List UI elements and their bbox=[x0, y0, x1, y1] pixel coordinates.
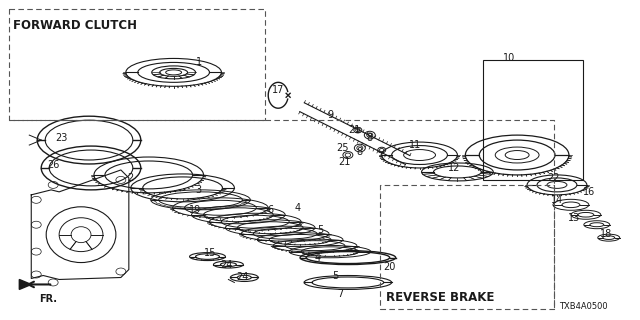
Text: 21: 21 bbox=[349, 125, 361, 135]
Text: 5: 5 bbox=[317, 225, 323, 235]
Text: 25: 25 bbox=[337, 143, 349, 153]
Text: 24: 24 bbox=[236, 273, 248, 283]
Text: 4: 4 bbox=[295, 203, 301, 213]
Text: 18: 18 bbox=[600, 229, 612, 239]
Polygon shape bbox=[19, 279, 31, 289]
Text: 5: 5 bbox=[332, 271, 338, 282]
Text: 24: 24 bbox=[220, 260, 232, 269]
Text: 10: 10 bbox=[503, 53, 515, 63]
Text: 17: 17 bbox=[272, 85, 284, 95]
Text: FR.: FR. bbox=[39, 294, 57, 304]
Text: FORWARD CLUTCH: FORWARD CLUTCH bbox=[13, 19, 138, 32]
Text: 6: 6 bbox=[267, 205, 273, 215]
Text: 19: 19 bbox=[189, 205, 202, 215]
Bar bbox=[483, 60, 583, 180]
Text: 3: 3 bbox=[195, 185, 202, 195]
Text: 8: 8 bbox=[367, 133, 373, 143]
Text: 13: 13 bbox=[568, 213, 580, 223]
Text: 1: 1 bbox=[195, 57, 202, 68]
Text: 23: 23 bbox=[55, 133, 67, 143]
Text: 20: 20 bbox=[383, 261, 396, 272]
Text: 4: 4 bbox=[315, 252, 321, 263]
Text: 21: 21 bbox=[339, 157, 351, 167]
Text: 22: 22 bbox=[548, 173, 560, 183]
Text: REVERSE BRAKE: REVERSE BRAKE bbox=[386, 292, 494, 304]
Text: 2: 2 bbox=[128, 173, 134, 183]
Text: 8: 8 bbox=[356, 147, 363, 157]
Text: TXB4A0500: TXB4A0500 bbox=[559, 302, 607, 311]
Text: 14: 14 bbox=[551, 195, 563, 205]
Text: 16: 16 bbox=[582, 187, 595, 197]
Text: 12: 12 bbox=[448, 163, 461, 173]
Text: 11: 11 bbox=[408, 140, 420, 150]
Text: 7: 7 bbox=[337, 289, 343, 300]
Text: 9: 9 bbox=[327, 110, 333, 120]
Text: 26: 26 bbox=[47, 160, 60, 170]
Text: 15: 15 bbox=[204, 248, 217, 258]
